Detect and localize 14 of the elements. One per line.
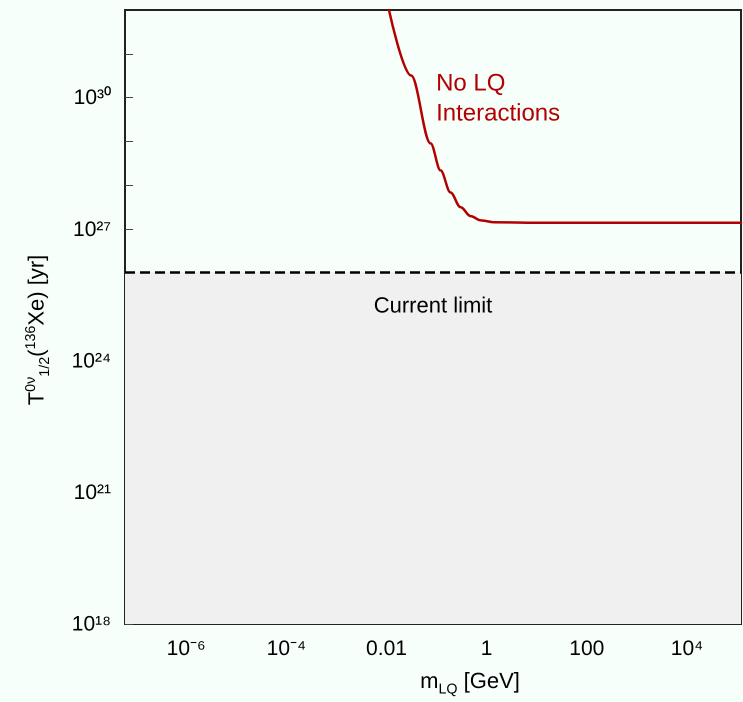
x-axis-title: m$_{LQ}$ [GeV] bbox=[420, 668, 520, 698]
y-tick-label: 10³⁰ bbox=[74, 86, 111, 110]
x-tick-label: 10⁻⁶ bbox=[166, 637, 206, 660]
x-tick-label: 1 bbox=[480, 637, 492, 660]
band-label: Current limit bbox=[374, 292, 492, 318]
y-tick-label: 10²¹ bbox=[74, 480, 111, 504]
y-tick-label: 10¹⁸ bbox=[72, 612, 111, 636]
y-tick-label: 10²⁷ bbox=[73, 218, 111, 241]
series-label: No LQ Interactions bbox=[436, 70, 560, 126]
x-tick-label: 0.01 bbox=[366, 637, 407, 660]
x-tick-label: 10⁻⁴ bbox=[266, 637, 306, 660]
y-tick-label: 10²⁴ bbox=[72, 349, 111, 372]
x-tick-label: 10⁴ bbox=[670, 637, 704, 660]
x-tick-label: 100 bbox=[569, 637, 604, 660]
